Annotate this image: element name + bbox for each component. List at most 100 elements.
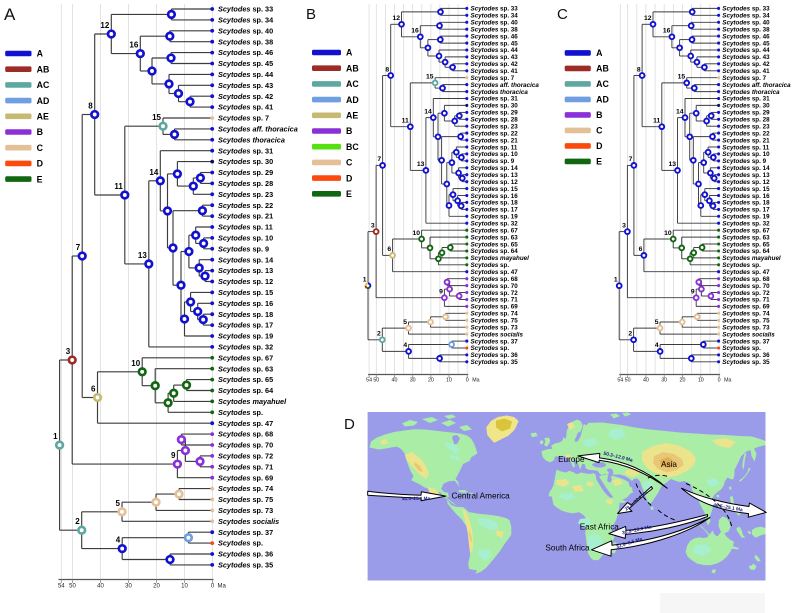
- svg-text:Scytodes socialis: Scytodes socialis: [722, 331, 775, 338]
- svg-text:12: 12: [392, 15, 400, 22]
- svg-text:30: 30: [125, 584, 132, 590]
- svg-text:E: E: [596, 157, 602, 167]
- svg-text:Scytodes sp. 42: Scytodes sp. 42: [218, 92, 273, 101]
- svg-text:2: 2: [75, 517, 80, 526]
- svg-text:Scytodes sp. 13: Scytodes sp. 13: [218, 266, 273, 275]
- svg-text:Scytodes sp. 34: Scytodes sp. 34: [722, 13, 770, 20]
- svg-text:Scytodes sp. 70: Scytodes sp. 70: [722, 283, 770, 290]
- svg-text:Scytodes sp. 17: Scytodes sp. 17: [218, 321, 273, 330]
- svg-text:Scytodes sp. 32: Scytodes sp. 32: [722, 221, 770, 228]
- svg-text:6: 6: [639, 246, 643, 253]
- svg-text:Scytodes sp. 19: Scytodes sp. 19: [218, 332, 273, 341]
- svg-text:Scytodes aff. thoracica: Scytodes aff. thoracica: [218, 125, 298, 134]
- svg-text:Scytodes sp. 15: Scytodes sp. 15: [471, 186, 519, 193]
- svg-text:C: C: [37, 143, 44, 153]
- svg-text:Scytodes sp.: Scytodes sp.: [471, 345, 510, 352]
- svg-text:East Africa: East Africa: [580, 523, 620, 532]
- svg-text:Scytodes sp. 9: Scytodes sp. 9: [722, 158, 766, 165]
- svg-text:AB: AB: [596, 64, 609, 74]
- svg-text:B: B: [346, 126, 352, 136]
- svg-text:Scytodes sp. 28: Scytodes sp. 28: [471, 117, 519, 124]
- svg-text:14: 14: [424, 108, 432, 115]
- svg-text:30: 30: [661, 378, 667, 384]
- svg-text:Scytodes sp. 11: Scytodes sp. 11: [471, 144, 518, 151]
- svg-text:Scytodes sp. 70: Scytodes sp. 70: [471, 283, 519, 290]
- svg-text:Scytodes sp. 73: Scytodes sp. 73: [722, 324, 770, 331]
- svg-text:Scytodes sp. 22: Scytodes sp. 22: [471, 130, 519, 137]
- svg-text:Scytodes sp. 43: Scytodes sp. 43: [471, 54, 519, 61]
- svg-text:0: 0: [466, 378, 469, 384]
- svg-text:Scytodes sp. 75: Scytodes sp. 75: [218, 495, 273, 504]
- svg-text:Scytodes sp. 16: Scytodes sp. 16: [722, 193, 770, 200]
- svg-text:Scytodes sp. 28: Scytodes sp. 28: [722, 117, 770, 124]
- svg-text:D: D: [596, 141, 602, 151]
- svg-text:E: E: [37, 174, 43, 184]
- svg-text:Scytodes sp. 45: Scytodes sp. 45: [722, 40, 770, 47]
- svg-text:Scytodes sp. 73: Scytodes sp. 73: [218, 506, 273, 515]
- svg-text:Scytodes sp. 44: Scytodes sp. 44: [722, 47, 770, 54]
- svg-text:Scytodes sp. 38: Scytodes sp. 38: [722, 26, 770, 33]
- svg-text:Scytodes sp. 17: Scytodes sp. 17: [471, 207, 519, 214]
- svg-text:Scytodes sp. 21: Scytodes sp. 21: [722, 137, 770, 144]
- svg-text:10: 10: [131, 359, 140, 368]
- svg-text:Scytodes sp. 9: Scytodes sp. 9: [471, 158, 515, 165]
- svg-text:AD: AD: [596, 95, 609, 105]
- svg-text:Scytodes sp. 46: Scytodes sp. 46: [218, 48, 273, 57]
- svg-text:AE: AE: [346, 111, 358, 121]
- svg-text:0: 0: [211, 584, 215, 590]
- svg-text:4: 4: [403, 342, 407, 349]
- svg-text:A: A: [596, 48, 603, 58]
- svg-text:E: E: [346, 189, 352, 199]
- svg-text:15: 15: [678, 74, 686, 81]
- svg-text:Asia: Asia: [661, 460, 677, 469]
- svg-text:4: 4: [655, 342, 659, 349]
- svg-text:Scytodes sp.: Scytodes sp.: [471, 262, 510, 269]
- svg-text:8: 8: [88, 102, 93, 111]
- svg-text:Scytodes sp. 21: Scytodes sp. 21: [471, 137, 519, 144]
- svg-text:Scytodes sp. 47: Scytodes sp. 47: [218, 419, 273, 428]
- svg-text:Scytodes sp.: Scytodes sp.: [218, 408, 263, 417]
- svg-text:Scytodes sp. 32: Scytodes sp. 32: [471, 221, 519, 228]
- svg-text:7: 7: [76, 243, 81, 252]
- svg-text:AE: AE: [37, 112, 49, 122]
- svg-text:Scytodes sp. 47: Scytodes sp. 47: [722, 269, 770, 276]
- svg-text:Scytodes sp. 23: Scytodes sp. 23: [722, 124, 770, 131]
- svg-text:8: 8: [385, 66, 389, 73]
- svg-text:Scytodes sp. 41: Scytodes sp. 41: [471, 68, 519, 75]
- svg-text:Scytodes aff. thoracica: Scytodes aff. thoracica: [471, 82, 540, 89]
- svg-text:Scytodes sp. 73: Scytodes sp. 73: [471, 324, 519, 331]
- svg-text:Scytodes sp. 46: Scytodes sp. 46: [722, 33, 770, 40]
- svg-text:Scytodes sp. 45: Scytodes sp. 45: [218, 59, 273, 68]
- svg-text:Scytodes sp. 23: Scytodes sp. 23: [471, 124, 519, 131]
- svg-text:54: 54: [617, 378, 623, 384]
- svg-text:Scytodes sp. 11: Scytodes sp. 11: [722, 144, 769, 151]
- svg-text:Scytodes sp. 15: Scytodes sp. 15: [722, 186, 770, 193]
- svg-text:Scytodes sp. 40: Scytodes sp. 40: [722, 20, 770, 27]
- svg-text:Scytodes sp. 63: Scytodes sp. 63: [471, 234, 519, 241]
- svg-text:11: 11: [114, 182, 123, 191]
- svg-text:Scytodes sp. 41: Scytodes sp. 41: [722, 68, 770, 75]
- svg-text:Scytodes socialis: Scytodes socialis: [471, 331, 524, 338]
- svg-text:Scytodes mayahuel: Scytodes mayahuel: [218, 397, 287, 406]
- svg-text:10: 10: [698, 378, 704, 384]
- svg-text:AC: AC: [596, 79, 609, 89]
- svg-text:Scytodes sp. 47: Scytodes sp. 47: [471, 269, 519, 276]
- svg-text:Europe: Europe: [558, 455, 585, 464]
- svg-text:16: 16: [663, 28, 671, 35]
- svg-text:Scytodes sp. 22: Scytodes sp. 22: [218, 201, 273, 210]
- svg-text:Scytodes sp. 12: Scytodes sp. 12: [471, 179, 519, 186]
- svg-text:Scytodes sp. 65: Scytodes sp. 65: [218, 375, 273, 384]
- svg-text:Scytodes sp. 10: Scytodes sp. 10: [471, 151, 519, 158]
- svg-text:20: 20: [428, 378, 434, 384]
- svg-text:Scytodes sp. 38: Scytodes sp. 38: [218, 37, 273, 46]
- svg-text:Scytodes sp. 16: Scytodes sp. 16: [471, 193, 519, 200]
- svg-text:Scytodes thoracica: Scytodes thoracica: [471, 89, 529, 96]
- svg-text:Scytodes mayahuel: Scytodes mayahuel: [471, 255, 530, 262]
- svg-text:Scytodes sp. 69: Scytodes sp. 69: [722, 304, 770, 311]
- svg-text:Scytodes sp. 44: Scytodes sp. 44: [218, 70, 274, 79]
- svg-text:Scytodes sp. 71: Scytodes sp. 71: [218, 462, 273, 471]
- svg-text:5: 5: [116, 499, 121, 508]
- svg-text:30: 30: [410, 378, 416, 384]
- svg-text:14: 14: [149, 168, 158, 177]
- svg-text:Scytodes sp. 64: Scytodes sp. 64: [722, 248, 770, 255]
